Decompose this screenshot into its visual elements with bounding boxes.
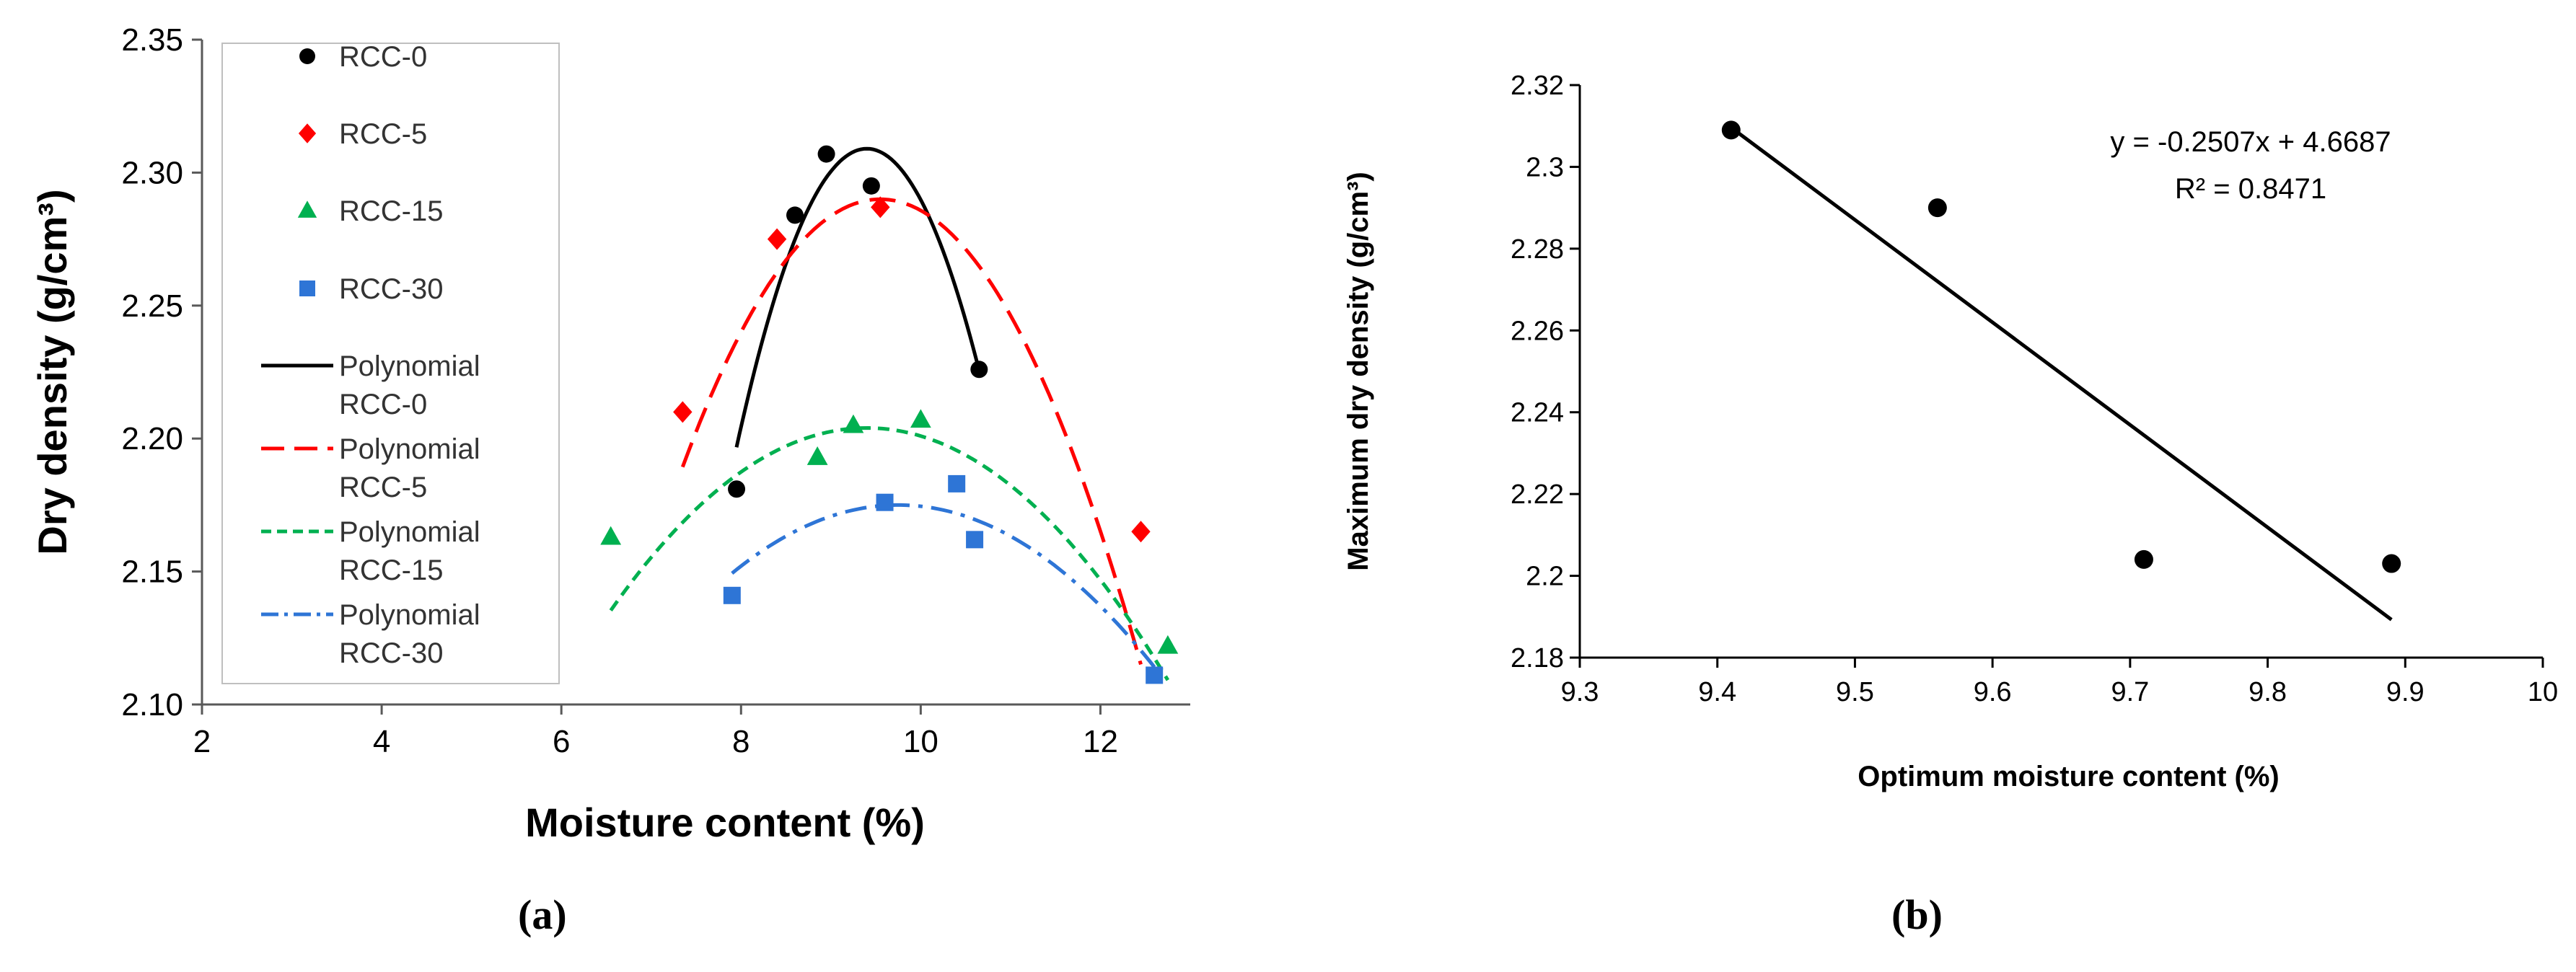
data-point-rcc-0 — [817, 145, 835, 163]
data-point-rcc-30 — [723, 586, 741, 604]
data-point-rcc-0 — [970, 361, 988, 379]
trendline-polynomial-rcc-5 — [680, 197, 1143, 666]
data-point-rcc-30 — [1146, 666, 1164, 684]
trendline-polynomial-rcc-15 — [609, 425, 1170, 681]
x-axis-label: Moisture content (%) — [525, 800, 925, 845]
data-point-rcc-5 — [673, 401, 693, 423]
x-tick-label: 10 — [2528, 677, 2558, 707]
trendline-polynomial-rcc-30 — [731, 503, 1156, 668]
y-tick-label: 2.10 — [121, 687, 183, 723]
data-point-rcc-0 — [862, 177, 880, 195]
trendline-polynomial-rcc-0 — [734, 146, 981, 448]
data-point-rcc-15 — [806, 446, 828, 465]
legend-label-line2: RCC-30 — [339, 637, 443, 669]
legend-label-line2: RCC-5 — [339, 472, 427, 503]
y-tick-label: 2.26 — [1511, 316, 1564, 346]
y-tick-label: 2.35 — [121, 22, 183, 58]
legend-label-rcc-15: RCC-15 — [339, 195, 443, 227]
legend: RCC-0 RCC-5 RCC-15 RCC-30 Polynomial RCC-0 Pol… — [221, 41, 560, 684]
data-point-rcc-15 — [1157, 635, 1179, 654]
legend-label-line2: RCC-0 — [339, 389, 427, 420]
data-point-rcc-15 — [600, 526, 622, 545]
data-point — [1927, 198, 1947, 218]
y-tick-label: 2.3 — [1526, 152, 1564, 182]
data-point-rcc-5 — [767, 228, 787, 250]
data-point-rcc-15 — [843, 414, 864, 433]
legend-label-line1: Polynomial — [339, 516, 480, 548]
y-tick-label: 2.32 — [1511, 71, 1564, 101]
data-point-rcc-15 — [910, 409, 931, 428]
x-tick-label: 10 — [903, 724, 938, 759]
legend-label-rcc-30: RCC-30 — [339, 273, 443, 305]
data-point-rcc-0 — [786, 206, 804, 224]
x-tick-label: 8 — [732, 724, 749, 759]
x-tick-label: 9.7 — [2111, 677, 2149, 707]
y-tick-label: 2.2 — [1526, 562, 1564, 592]
data-point-rcc-30 — [948, 474, 966, 492]
fit-equation: y = -0.2507x + 4.6687 — [2110, 126, 2391, 158]
y-tick-label: 2.28 — [1511, 234, 1564, 265]
y-tick-label: 2.18 — [1511, 643, 1564, 673]
x-tick-label: 9.9 — [2386, 677, 2425, 707]
data-point-rcc-5 — [1131, 521, 1151, 543]
y-tick-label: 2.22 — [1511, 480, 1564, 510]
x-tick-label: 9.4 — [1698, 677, 1736, 707]
fit-r-squared: R² = 0.8471 — [2175, 173, 2326, 205]
x-tick-label: 4 — [373, 724, 390, 759]
x-tick-label: 9.8 — [2248, 677, 2287, 707]
y-tick-label: 2.20 — [121, 421, 183, 456]
data-point — [2134, 549, 2153, 569]
data-point-rcc-5 — [871, 196, 890, 218]
y-tick-label: 2.15 — [121, 555, 183, 590]
legend-label-rcc-5: RCC-5 — [339, 118, 427, 150]
legend-label-line1: Polynomial — [339, 433, 480, 465]
linear-fit-line — [1730, 125, 2393, 622]
legend-marker-rcc-0 — [299, 48, 315, 64]
legend-marker-rcc-5 — [298, 123, 317, 143]
x-tick-label: 12 — [1083, 724, 1118, 759]
y-tick-label: 2.25 — [121, 288, 183, 324]
data-point — [1721, 120, 1741, 140]
legend-box — [221, 43, 560, 684]
x-tick-label: 2 — [193, 724, 211, 759]
data-point-rcc-0 — [728, 480, 746, 498]
y-tick-label: 2.30 — [121, 155, 183, 190]
x-tick-label: 9.5 — [1836, 677, 1874, 707]
x-tick-label: 9.6 — [1974, 677, 2012, 707]
legend-label-rcc-0: RCC-0 — [339, 41, 427, 73]
y-axis-label: Maximum dry density (g/cm³) — [1342, 172, 1374, 570]
legend-marker-rcc-30 — [299, 280, 315, 296]
data-point — [2382, 554, 2401, 573]
legend-label-line1: Polynomial — [339, 350, 480, 382]
chart-b-optimum-vs-max-density: 2.18 2.2 2.22 2.24 2.26 2.28 2.3 2.32 9.3 9.4 9.5 9… — [1342, 71, 2558, 792]
legend-label-line2: RCC-15 — [339, 555, 443, 586]
x-axis-label: Optimum moisture content (%) — [1858, 761, 2279, 792]
x-tick-label: 9.3 — [1561, 677, 1599, 707]
caption-b: (b) — [1891, 891, 1943, 938]
caption-a: (a) — [518, 891, 567, 938]
y-axis-label: Dry density (g/cm³) — [30, 189, 75, 555]
legend-marker-rcc-15 — [297, 200, 317, 218]
data-point-rcc-30 — [966, 531, 984, 549]
data-point-rcc-30 — [876, 493, 894, 511]
legend-label-line1: Polynomial — [339, 599, 480, 631]
chart-a-moisture-density: 2.10 2.15 2.20 2.25 2.30 2.35 2 4 6 8 10 12 Moisture… — [30, 22, 1190, 845]
y-tick-label: 2.24 — [1511, 398, 1564, 428]
x-tick-label: 6 — [553, 724, 570, 759]
